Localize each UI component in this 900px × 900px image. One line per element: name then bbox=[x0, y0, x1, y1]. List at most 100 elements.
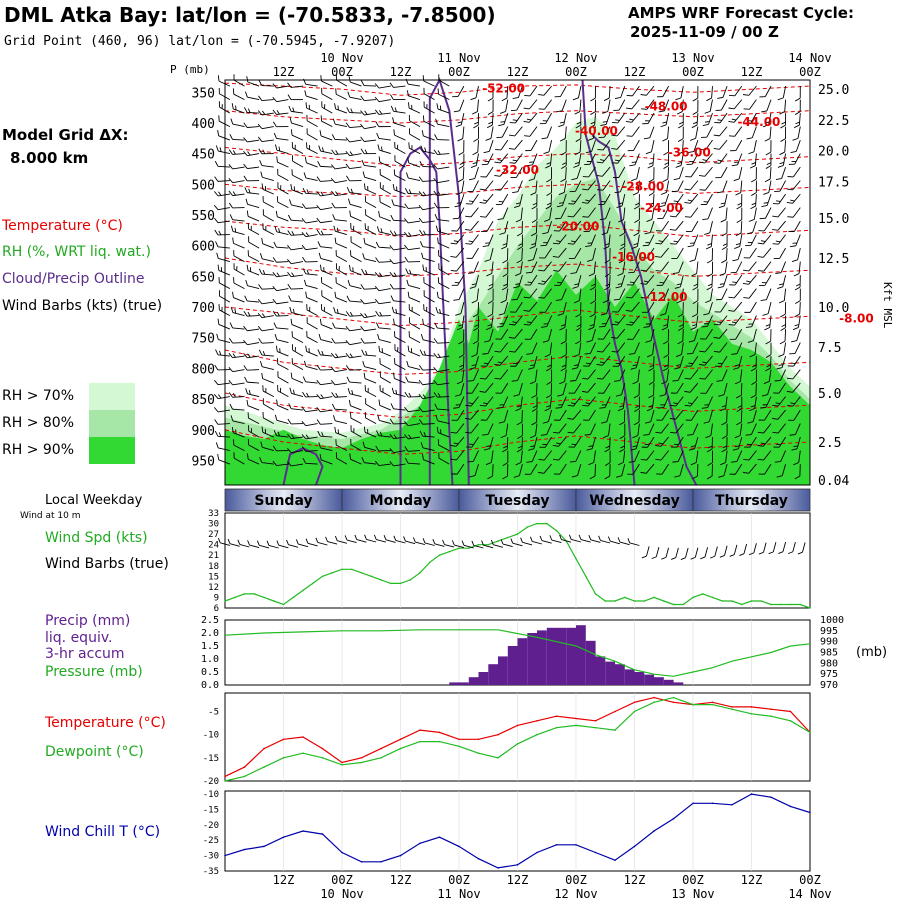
wind-barb bbox=[245, 91, 260, 101]
bottom-hour-label: 12Z bbox=[624, 873, 646, 887]
wind-barb bbox=[246, 453, 260, 465]
page-title: DML Atka Bay: lat/lon = (-70.5833, -7.85… bbox=[4, 3, 496, 27]
wind-barb bbox=[287, 245, 304, 251]
wind-barb bbox=[464, 409, 479, 420]
wind-barb bbox=[516, 221, 523, 237]
wind-barb bbox=[306, 142, 318, 155]
wind-barb bbox=[765, 329, 772, 345]
wind-barb bbox=[523, 112, 538, 123]
wind-barb bbox=[779, 329, 787, 345]
wind-barb bbox=[502, 464, 509, 480]
wind-barb bbox=[529, 369, 538, 385]
wind-barb bbox=[627, 139, 640, 152]
y-tick-label: -15 bbox=[203, 754, 219, 764]
wind-barb bbox=[215, 442, 230, 452]
wind-barb bbox=[719, 261, 728, 277]
wind-barb bbox=[334, 103, 348, 114]
wind-barb bbox=[688, 328, 699, 343]
wind-barb bbox=[515, 450, 523, 466]
wind-barb bbox=[375, 322, 391, 330]
wind-barb bbox=[714, 153, 728, 164]
wind-barb bbox=[498, 409, 509, 424]
wind-barb bbox=[684, 369, 699, 380]
wind-barb bbox=[733, 167, 743, 182]
wind-barb bbox=[277, 385, 289, 397]
top-hour-label: 12Z bbox=[273, 65, 295, 79]
pressure-tick-label: 600 bbox=[192, 240, 215, 255]
wind-barb bbox=[611, 315, 626, 326]
wind-barb bbox=[583, 409, 596, 421]
wind-barb bbox=[230, 225, 245, 236]
bottom-hour-label: 00Z bbox=[565, 873, 587, 887]
wind-barb bbox=[588, 261, 596, 277]
wind-barb bbox=[227, 538, 240, 547]
wind-barb bbox=[330, 177, 347, 184]
wind-barb bbox=[259, 457, 274, 465]
wind-barb bbox=[793, 450, 801, 466]
wind-barb bbox=[716, 369, 728, 382]
wind-barb bbox=[315, 537, 328, 546]
wind-barb bbox=[720, 450, 728, 466]
wind-barb bbox=[289, 199, 304, 209]
wind-barb bbox=[590, 288, 596, 304]
data-point bbox=[536, 720, 538, 722]
wind-barb bbox=[276, 399, 289, 411]
wind-barb bbox=[393, 169, 406, 182]
top-hour-label: 00Z bbox=[682, 65, 704, 79]
wind-barb bbox=[601, 409, 611, 424]
data-point bbox=[497, 540, 499, 542]
wind-barb bbox=[434, 322, 450, 330]
wind-barb bbox=[423, 87, 435, 100]
wind-barb bbox=[320, 304, 333, 316]
wind-barb bbox=[334, 237, 348, 249]
wind-barb bbox=[374, 272, 391, 278]
wind-barb bbox=[777, 274, 787, 289]
wind-barb bbox=[243, 150, 260, 157]
wind-barb bbox=[628, 342, 640, 355]
data-point bbox=[380, 579, 382, 581]
wind-barb bbox=[685, 409, 699, 421]
wind-barb bbox=[657, 207, 670, 220]
y-tick-label: -10 bbox=[203, 790, 219, 800]
wind-barb bbox=[656, 463, 669, 475]
wind-barb bbox=[363, 426, 377, 438]
data-point bbox=[419, 729, 421, 731]
data-point bbox=[380, 861, 382, 863]
wind-barbs-true-label: Wind Barbs (true) bbox=[45, 556, 169, 572]
wind-barb bbox=[498, 112, 509, 127]
wind-barb bbox=[690, 126, 699, 141]
wind-barb bbox=[672, 369, 684, 382]
wind-barb bbox=[510, 166, 523, 178]
wind-barb bbox=[232, 439, 245, 452]
wind-barb bbox=[545, 356, 553, 372]
wind-barb bbox=[245, 198, 260, 209]
bottom-hour-label: 12Z bbox=[741, 873, 763, 887]
wind-barb bbox=[422, 115, 435, 128]
bottom-hour-label: 12Z bbox=[273, 873, 295, 887]
wind-barb bbox=[640, 274, 655, 285]
wind-barb bbox=[614, 369, 626, 382]
wind-barb bbox=[721, 221, 728, 237]
wind-barb bbox=[363, 237, 377, 249]
wind-barb bbox=[686, 220, 699, 232]
wind-barb bbox=[466, 436, 479, 448]
wind-barb bbox=[748, 140, 757, 155]
wind-barb bbox=[508, 328, 523, 339]
wind-barb bbox=[349, 453, 362, 465]
wind-barb bbox=[588, 450, 596, 466]
wind-barb bbox=[465, 193, 479, 205]
wind-barb bbox=[545, 153, 553, 169]
wind-barb bbox=[214, 160, 230, 168]
wind-barb bbox=[589, 464, 596, 480]
kft-tick-label: 25.0 bbox=[818, 83, 849, 98]
wind-barb bbox=[644, 220, 655, 235]
wind-barb bbox=[776, 463, 787, 478]
wind-barb bbox=[647, 194, 655, 210]
wind-barb bbox=[231, 103, 245, 114]
wind-barb bbox=[717, 85, 728, 99]
data-point bbox=[321, 747, 324, 750]
pressure-tick-label: 800 bbox=[192, 362, 215, 377]
wind-barb bbox=[391, 306, 406, 317]
wind-barb bbox=[305, 345, 318, 357]
y-tick-label: 1.5 bbox=[201, 641, 219, 652]
